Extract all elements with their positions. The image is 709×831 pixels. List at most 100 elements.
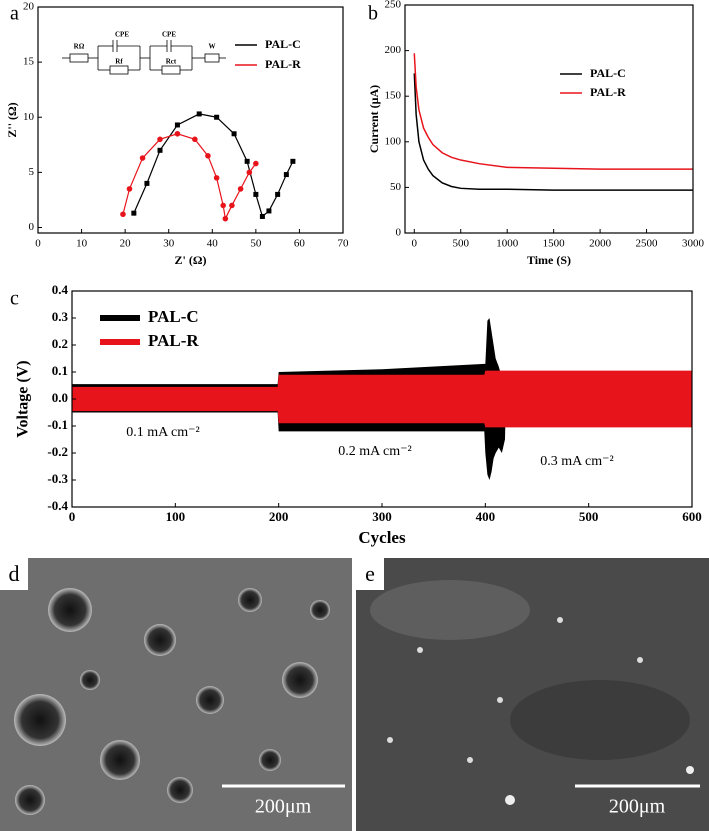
band-area [72, 370, 692, 399]
x-axis-title: Cycles [358, 528, 406, 547]
y-tick-label: -0.3 [47, 471, 68, 486]
x-tick-label: 10 [76, 238, 88, 250]
panel-2: 0.1 mA cm⁻² 0.2 mA cm⁻² 0.3 mA cm⁻² 0 100 200… [10, 282, 702, 547]
circuit-label: Rf [115, 58, 123, 66]
x-tick-label: 2000 [589, 238, 612, 250]
image-label: e [365, 561, 375, 586]
y-tick-label: 0 [396, 227, 402, 239]
y-tick-label: 10 [23, 111, 35, 123]
panel-label: b [368, 3, 378, 25]
marker [139, 155, 146, 161]
y-tick-label: 15 [23, 56, 35, 68]
x-tick-label: 70 [338, 238, 350, 250]
marker [174, 122, 180, 128]
panel-label: c [10, 288, 19, 310]
x-tick-label: 1500 [543, 238, 566, 250]
series-line [413, 53, 693, 170]
x-tick-label: 500 [579, 509, 599, 524]
x-tick-label: 0 [35, 238, 41, 250]
y-tick-label: 0.4 [52, 282, 69, 297]
marker [283, 172, 289, 178]
y-tick-label: -0.2 [47, 444, 68, 459]
marker [222, 215, 229, 222]
legend-label: PAL-C [265, 37, 301, 51]
marker [253, 160, 259, 167]
marker [275, 191, 281, 197]
plot-area [72, 318, 692, 480]
legend-label: PAL-C [148, 307, 199, 326]
band-area [72, 399, 692, 428]
legend-label: PAL-R [148, 331, 199, 350]
x-tick-label: 3000 [682, 238, 705, 250]
y-tick-label: 0.3 [52, 309, 69, 324]
scale-bar-label: 200μm [609, 796, 666, 818]
y-axis-title: Current (μA) [367, 85, 381, 153]
x-tick-label: 100 [166, 509, 186, 524]
x-tick-label: 2500 [636, 238, 659, 250]
panel-label: a [10, 3, 19, 25]
marker [259, 213, 265, 219]
panel-1: 0 500 1000 1500 2000 2500 3000 0 50 100 150 200 250 T… [367, 0, 705, 267]
x-tick-label: 50 [250, 238, 262, 250]
x-axis-title: Z' (Ω) [175, 253, 207, 267]
y-tick-label: 250 [385, 0, 402, 11]
y-tick-label: 20 [23, 1, 35, 13]
series-line [133, 113, 294, 218]
marker [253, 191, 259, 197]
x-tick-label: 400 [476, 509, 496, 524]
annotation: 0.1 mA cm⁻² [126, 425, 199, 440]
marker [174, 130, 181, 137]
circuit-label: RΩ [74, 43, 85, 51]
y-tick-label: -0.1 [47, 417, 68, 432]
marker [192, 136, 198, 143]
y-tick-label: 0.0 [52, 390, 68, 405]
x-axis-title: Time (S) [527, 253, 571, 267]
circuit-label: W [209, 43, 216, 51]
y-tick-label: 0.1 [52, 363, 68, 378]
x-tick-label: 1000 [496, 238, 519, 250]
x-tick-label: 60 [294, 238, 306, 250]
legend-label: PAL-R [265, 57, 301, 71]
marker [244, 158, 250, 164]
plot-area [413, 53, 693, 191]
y-axis-title: Z'' (Ω) [5, 102, 19, 137]
marker [157, 147, 163, 153]
marker [266, 208, 272, 214]
marker [214, 114, 220, 120]
x-tick-label: 40 [207, 238, 219, 250]
x-tick-label: 200 [269, 509, 289, 524]
marker [220, 202, 226, 209]
scale-bar-label: 200μm [255, 796, 312, 818]
marker [213, 175, 220, 181]
marker [290, 158, 296, 164]
annotation: 0.3 mA cm⁻² [540, 454, 613, 469]
sem-image-d [0, 558, 352, 831]
legend-label: PAL-R [590, 85, 626, 99]
marker [205, 153, 211, 159]
annotation: 0.2 mA cm⁻² [338, 444, 411, 459]
y-tick-label: 200 [385, 44, 402, 56]
x-tick-label: 500 [452, 238, 469, 250]
marker [131, 210, 137, 216]
y-tick-label: 0 [29, 221, 35, 233]
plot-area [120, 111, 296, 222]
circuit-label: CPE [162, 31, 176, 39]
marker [231, 131, 237, 137]
y-tick-label: 0.2 [52, 336, 68, 351]
y-tick-label: 5 [29, 166, 35, 178]
x-tick-label: 600 [682, 509, 702, 524]
marker [246, 169, 253, 176]
circuit-label: Rct [166, 58, 177, 66]
y-tick-label: 50 [390, 181, 402, 193]
marker [237, 186, 244, 192]
marker [126, 186, 133, 192]
marker [144, 180, 150, 186]
y-tick-label: -0.4 [47, 498, 68, 513]
marker [120, 211, 126, 218]
axis-frame [37, 6, 344, 234]
x-tick-label: 0 [69, 509, 76, 524]
panel-0: RΩ CPE Rf CPE Rct W 0 10 20 30 40 50 60 70 0 5 10 15 20 Z' … [5, 1, 349, 267]
x-tick-label: 30 [163, 238, 175, 250]
marker [229, 202, 235, 209]
image-label: d [9, 561, 20, 586]
